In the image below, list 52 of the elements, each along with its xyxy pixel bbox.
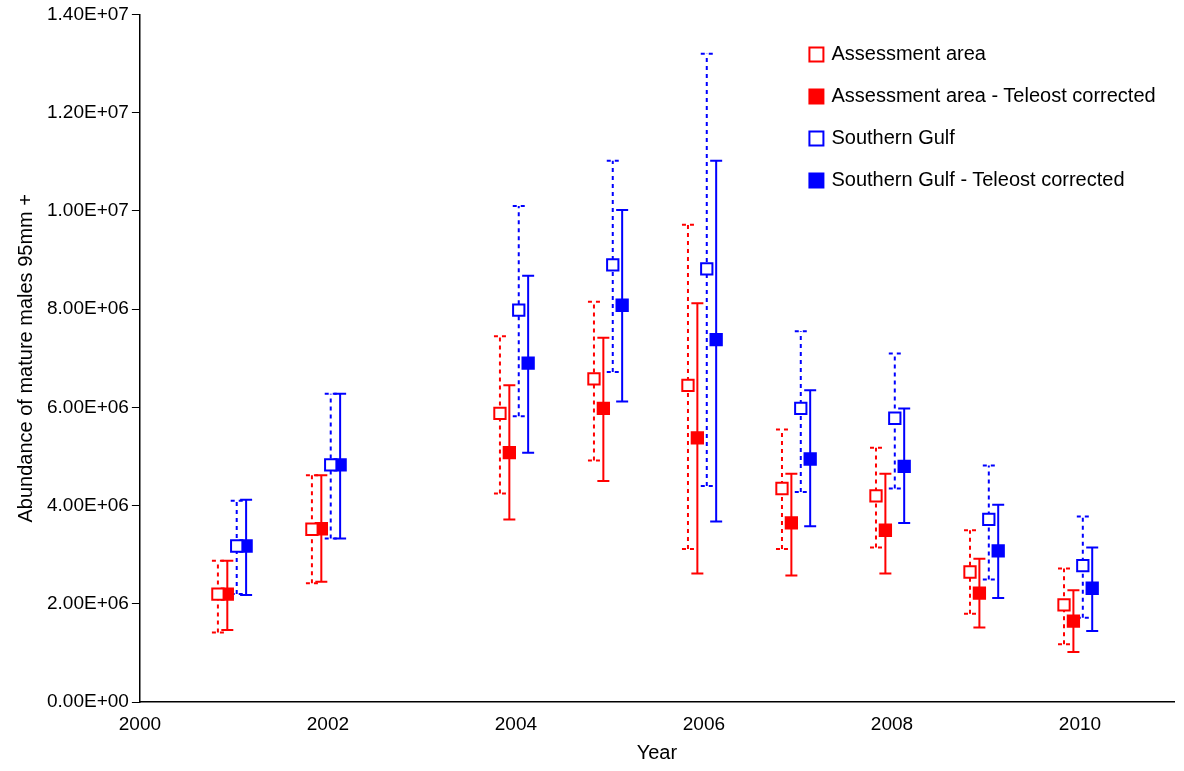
point	[775, 481, 789, 496]
point	[512, 303, 526, 317]
y-tick-label: 1.00E+07	[46, 199, 129, 221]
point	[681, 378, 695, 392]
point	[982, 512, 996, 527]
point	[690, 431, 705, 445]
point	[897, 459, 911, 474]
point	[521, 356, 535, 370]
x-tick-label: 2002	[306, 712, 350, 734]
x-axis-title: Year	[636, 740, 678, 763]
point	[615, 298, 629, 312]
point	[878, 523, 893, 537]
point	[1066, 614, 1081, 628]
y-tick-label: 0.00E+00	[46, 690, 129, 712]
point	[1057, 598, 1071, 612]
point	[991, 544, 1005, 558]
point	[502, 445, 516, 460]
point	[587, 372, 601, 386]
point	[493, 406, 507, 420]
x-tick-label: 2004	[494, 712, 538, 734]
x-tick-label: 2006	[682, 712, 726, 734]
point	[700, 262, 714, 276]
point	[869, 489, 883, 503]
point	[1085, 581, 1099, 595]
point	[324, 458, 338, 472]
point	[230, 539, 244, 553]
x-tick-label: 2010	[1058, 712, 1102, 734]
y-tick-label: 1.20E+07	[46, 100, 129, 122]
legend-label: Southern Gulf	[831, 125, 956, 148]
y-tick-label: 2.00E+06	[46, 592, 129, 614]
y-tick-label: 6.00E+06	[46, 395, 129, 417]
point	[794, 401, 808, 416]
point	[888, 411, 902, 425]
legend-label: Assessment area - Teleost corrected	[831, 83, 1156, 106]
x-tick-label: 2000	[118, 712, 162, 734]
legend-label: Assessment area	[831, 41, 987, 64]
point	[803, 452, 817, 466]
point	[709, 332, 723, 347]
point	[305, 522, 319, 536]
y-tick-label: 4.00E+06	[46, 493, 129, 515]
legend-label: Southern Gulf - Teleost corrected	[831, 167, 1125, 190]
y-tick-label: 1.40E+07	[46, 2, 129, 24]
y-axis-title: Abundance of mature males 95mm +	[13, 194, 36, 523]
point	[963, 565, 977, 579]
point	[606, 258, 620, 272]
x-tick-label: 2008	[870, 712, 914, 734]
point	[596, 401, 611, 416]
point	[211, 587, 225, 601]
point	[784, 516, 799, 530]
point	[1076, 558, 1090, 573]
point	[972, 586, 987, 600]
y-tick-label: 8.00E+06	[46, 297, 129, 319]
